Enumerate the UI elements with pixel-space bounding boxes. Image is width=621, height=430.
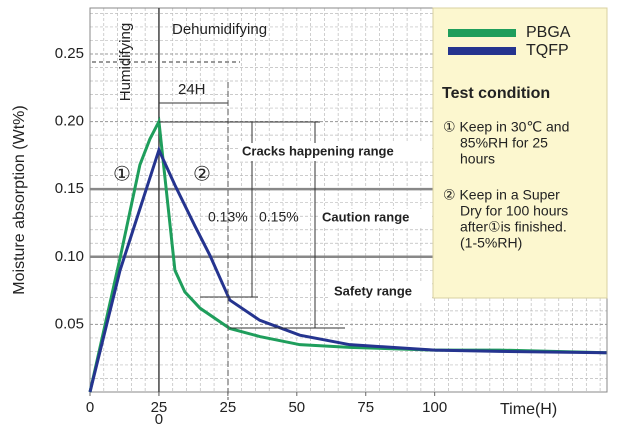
- note-line: (1-5%RH): [460, 235, 522, 251]
- x-tick-label: 0: [86, 399, 94, 416]
- y-tick-label: 0.15: [55, 180, 84, 197]
- x-tick-label: 50: [288, 399, 305, 416]
- label-bg: [318, 209, 432, 227]
- label-bg: [240, 143, 432, 161]
- annotation: 24H: [178, 81, 206, 98]
- annotation: Humidifying: [117, 23, 134, 101]
- note-line: 85%RH for 25: [460, 135, 548, 151]
- line: [88, 145, 607, 393]
- annotation: ②: [193, 163, 211, 185]
- note-line: Dry for 100 hours: [460, 203, 568, 219]
- y-axis-label: Moisture absorption (Wt%): [11, 105, 28, 294]
- legend-box: [432, 7, 608, 299]
- legend-swatch: [448, 47, 516, 55]
- annotation: ①: [113, 163, 131, 185]
- legend-label: TQFP: [526, 42, 569, 59]
- annotation: Cracks happening range: [242, 143, 394, 158]
- annotation: 0.15%: [259, 209, 299, 225]
- annotations: [92, 61, 345, 400]
- y-tick-label: 0.20: [55, 113, 84, 130]
- y-tick-label: 0.05: [55, 315, 84, 332]
- x-tick-label: 100: [422, 399, 447, 416]
- label-bg: [330, 283, 432, 301]
- x-tick-label: 75: [357, 399, 374, 416]
- note-line: ① Keep in 30℃ and: [443, 119, 569, 135]
- x-axis-label: Time(H): [500, 401, 557, 418]
- y-tick-label: 0.25: [55, 45, 84, 62]
- annotation: Dehumidifying: [172, 21, 267, 38]
- note-line: ② Keep in a Super: [443, 187, 560, 203]
- y-tick-label: 0.10: [55, 248, 84, 265]
- x-tick-label: 25: [151, 399, 168, 416]
- x-tick-label: 25: [220, 399, 237, 416]
- legend-label: PBGA: [526, 24, 571, 41]
- legend-swatch: [448, 29, 516, 37]
- x-tick-label: 0: [155, 411, 163, 428]
- annotation: Safety range: [334, 283, 412, 298]
- annotation: 0.13%: [208, 209, 248, 225]
- legend-heading: Test condition: [442, 85, 550, 102]
- annotation: Caution range: [322, 209, 409, 224]
- marks: [88, 116, 607, 393]
- note-line: hours: [460, 151, 495, 167]
- note-line: after①is finished.: [460, 219, 567, 235]
